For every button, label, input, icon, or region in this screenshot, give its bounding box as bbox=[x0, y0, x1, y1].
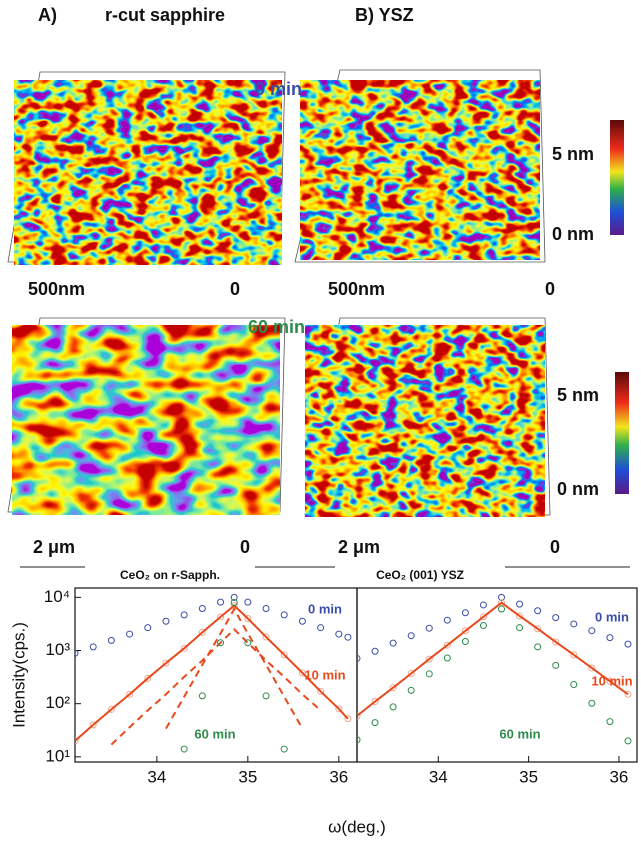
afm-image bbox=[8, 318, 285, 515]
x-tick-label: 36 bbox=[329, 767, 348, 786]
chart-title: CeO₂ on r-Sapph. bbox=[120, 568, 220, 582]
scale-label: 0 bbox=[240, 537, 250, 557]
panel-label: A) bbox=[38, 5, 57, 25]
data-point bbox=[127, 631, 133, 637]
data-point bbox=[517, 625, 523, 631]
data-point bbox=[263, 693, 269, 699]
data-point bbox=[553, 615, 559, 621]
data-point bbox=[571, 682, 577, 688]
data-point bbox=[480, 623, 486, 629]
data-point bbox=[90, 644, 96, 650]
scale-label: 2 μm bbox=[33, 537, 75, 557]
data-point bbox=[263, 606, 269, 612]
data-point bbox=[408, 633, 414, 639]
data-point bbox=[163, 618, 169, 624]
data-point bbox=[299, 618, 305, 624]
colorbar-label: 5 nm bbox=[557, 385, 599, 405]
colorbar bbox=[610, 120, 624, 235]
data-point bbox=[589, 700, 595, 706]
panel-title: r-cut sapphire bbox=[105, 5, 225, 25]
data-point bbox=[181, 612, 187, 618]
y-tick-label: 10¹ bbox=[45, 746, 70, 765]
y-axis-label: Intensity(cps.) bbox=[9, 622, 28, 728]
annotation: 10 min bbox=[304, 667, 345, 682]
scale-label: 0 bbox=[545, 279, 555, 299]
data-point bbox=[535, 644, 541, 650]
data-point bbox=[480, 602, 486, 608]
data-point bbox=[571, 621, 577, 627]
data-point bbox=[589, 628, 595, 634]
data-point bbox=[145, 625, 151, 631]
panel-title: B) YSZ bbox=[355, 5, 414, 25]
data-point bbox=[426, 671, 432, 677]
x-tick-label: 34 bbox=[147, 767, 166, 786]
series-line bbox=[166, 609, 302, 728]
y-tick-label: 10² bbox=[45, 693, 70, 712]
colorbar bbox=[615, 372, 629, 494]
colorbar-label: 0 nm bbox=[557, 479, 599, 499]
data-point bbox=[444, 655, 450, 661]
data-point bbox=[625, 641, 631, 647]
data-point bbox=[535, 608, 541, 614]
data-point bbox=[553, 662, 559, 668]
x-tick-label: 35 bbox=[238, 767, 257, 786]
afm-image bbox=[295, 70, 545, 262]
x-axis-label: ω(deg.) bbox=[328, 817, 386, 836]
data-point bbox=[245, 640, 251, 646]
data-point bbox=[462, 610, 468, 616]
data-point bbox=[245, 599, 251, 605]
data-point bbox=[218, 599, 224, 605]
scale-label: 500nm bbox=[28, 279, 85, 299]
data-point bbox=[390, 640, 396, 646]
data-point bbox=[426, 625, 432, 631]
data-point bbox=[607, 719, 613, 725]
scale-label: 2 μm bbox=[338, 537, 380, 557]
data-point bbox=[345, 634, 351, 640]
series-line bbox=[357, 603, 628, 716]
data-point bbox=[408, 687, 414, 693]
annotation: 0 min bbox=[595, 609, 629, 624]
data-point bbox=[181, 746, 187, 752]
x-tick-label: 36 bbox=[609, 767, 628, 786]
annotation: 60 min bbox=[499, 726, 540, 741]
data-point bbox=[462, 638, 468, 644]
data-point bbox=[607, 635, 613, 641]
data-point bbox=[372, 720, 378, 726]
chart-title: CeO₂ (001) YSZ bbox=[376, 568, 464, 582]
plot-area bbox=[354, 594, 631, 743]
data-point bbox=[108, 637, 114, 643]
afm-image bbox=[8, 72, 285, 265]
time-label: 0 min bbox=[255, 79, 302, 99]
annotation: 60 min bbox=[194, 726, 235, 741]
annotation: 10 min bbox=[591, 673, 632, 688]
data-point bbox=[625, 738, 631, 744]
colorbar-label: 5 nm bbox=[552, 144, 594, 164]
scale-label: 500nm bbox=[328, 279, 385, 299]
scale-label: 0 bbox=[230, 279, 240, 299]
scale-label: 0 bbox=[550, 537, 560, 557]
data-point bbox=[499, 606, 505, 612]
x-tick-label: 35 bbox=[519, 767, 538, 786]
figure: A) r-cut sapphire B) YSZ 0 min 60 min 5 … bbox=[0, 0, 641, 842]
data-point bbox=[318, 625, 324, 631]
data-point bbox=[281, 612, 287, 618]
colorbar-label: 0 nm bbox=[552, 224, 594, 244]
afm-image bbox=[305, 318, 550, 517]
data-point bbox=[390, 704, 396, 710]
data-point bbox=[517, 601, 523, 607]
x-tick-label: 34 bbox=[429, 767, 448, 786]
y-tick-label: 10³ bbox=[45, 640, 70, 659]
data-point bbox=[444, 617, 450, 623]
time-label: 60 min bbox=[248, 317, 305, 337]
data-point bbox=[336, 631, 342, 637]
data-point bbox=[199, 693, 205, 699]
y-tick-label: 10⁴ bbox=[44, 587, 70, 606]
data-point bbox=[372, 648, 378, 654]
annotation: 0 min bbox=[308, 601, 342, 616]
data-point bbox=[199, 606, 205, 612]
data-point bbox=[281, 746, 287, 752]
